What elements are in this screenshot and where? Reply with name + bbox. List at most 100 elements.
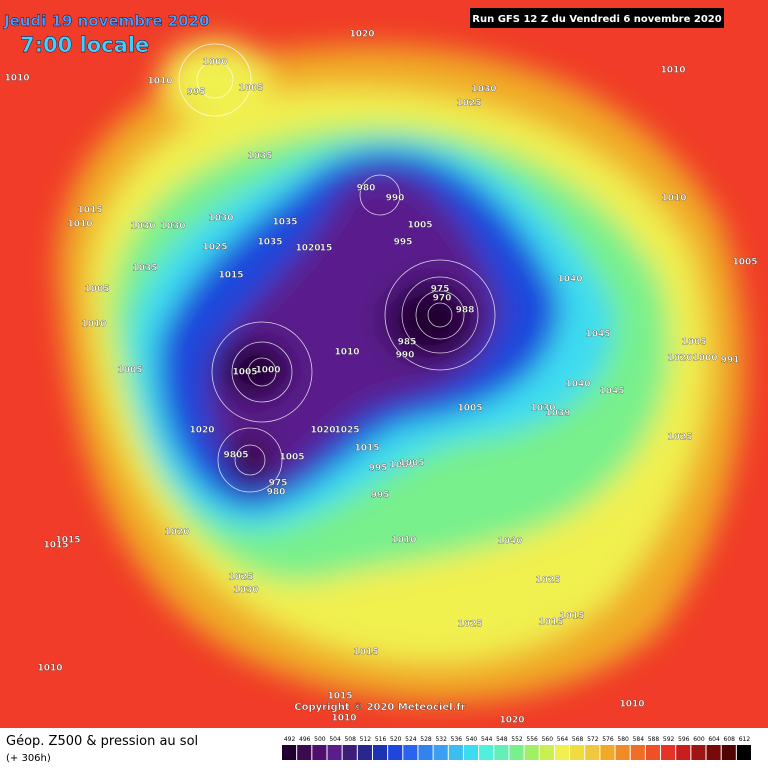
color-swatch <box>282 745 297 760</box>
isobar-label: 1015 <box>538 618 563 628</box>
color-swatch <box>509 745 524 760</box>
copyright: Copyright © 2020 Meteociel.fr <box>294 702 465 713</box>
scale-label: 536 <box>451 736 463 743</box>
isobar-label: 1010 <box>37 664 62 674</box>
color-swatch <box>706 745 721 760</box>
scale-label: 532 <box>435 736 447 743</box>
color-scale: 492 496 500 504 508 512 516 520 524 528 532 536 540 5… <box>282 736 751 760</box>
isobar-label: 1030 <box>160 222 185 232</box>
isobar-label: 1010 <box>391 536 416 546</box>
isobar-label: 1000 <box>202 58 227 68</box>
scale-label: 596 <box>678 736 690 743</box>
isobar-label: 1035 <box>257 238 282 248</box>
isobar-label: 1039 <box>545 409 570 419</box>
scale-label: 556 <box>526 736 538 743</box>
isobar-label: 1020 <box>499 716 524 726</box>
isobar-label: 1010 <box>331 714 356 724</box>
scale-label: 584 <box>633 736 645 743</box>
scale-label: 528 <box>420 736 432 743</box>
isobar-label: 1010 <box>147 77 172 87</box>
isobar-label: 988 <box>456 306 475 316</box>
color-swatch <box>676 745 691 760</box>
isobar-label: 1015 <box>55 536 80 546</box>
scale-label: 604 <box>708 736 720 743</box>
isobar-label: 9805 <box>223 451 248 461</box>
isobar-label: 1010 <box>660 66 685 76</box>
scale-label: 520 <box>390 736 402 743</box>
isobar-label: 1015 <box>353 648 378 658</box>
scale-label: 612 <box>739 736 751 743</box>
isobar-label: 970 <box>433 294 452 304</box>
isobar-label: 1020 <box>667 354 692 364</box>
isobars <box>178 43 496 493</box>
color-swatch <box>539 745 554 760</box>
isobar-label: 1015 <box>43 541 68 551</box>
scale-label: 540 <box>466 736 478 743</box>
isobar-label: 980 <box>357 184 376 194</box>
scale-label: 576 <box>602 736 614 743</box>
isobar-label: 1025 <box>667 433 692 443</box>
color-swatch <box>600 745 615 760</box>
isobar-label: 1045 <box>585 330 610 340</box>
isobar-label: 1030 <box>471 85 496 95</box>
color-swatch <box>585 745 600 760</box>
time: 7:00 locale <box>20 33 149 57</box>
scale-label: 544 <box>481 736 493 743</box>
isobar-label: 1015 <box>559 612 584 622</box>
color-swatch <box>661 745 676 760</box>
scale-label: 560 <box>542 736 554 743</box>
isobar-label: 1015 <box>354 444 379 454</box>
isobar-label: 1005 <box>732 258 757 268</box>
color-swatch <box>297 745 312 760</box>
color-swatch <box>403 745 418 760</box>
isobar-label: 1035 <box>247 152 272 162</box>
scale-label: 572 <box>587 736 599 743</box>
isobar-label: 1045 <box>599 387 624 397</box>
color-swatch <box>327 745 342 760</box>
color-swatch <box>433 745 448 760</box>
color-swatch <box>645 745 661 760</box>
color-swatch <box>691 745 706 760</box>
isobar-label: 1020 <box>295 244 320 254</box>
isobar-label: 991 <box>721 356 740 366</box>
isobar-label: 1010 <box>67 220 92 230</box>
isobar-label: 1010 <box>619 700 644 710</box>
isobar-labels: 1020 1010 1010 1000 995 1005 1030 1025 1010 1035 9… <box>4 29 757 726</box>
isobar-label: 1015 <box>77 206 102 216</box>
isobar-label: 1020 <box>310 426 335 436</box>
isobar-label: 995 <box>371 491 390 501</box>
scale-label: 500 <box>314 736 326 743</box>
geopotential-field <box>0 0 768 728</box>
color-swatch <box>524 745 539 760</box>
color-swatch <box>312 745 327 760</box>
isobar-label: 1030 <box>130 222 155 232</box>
isobar-label: 1025 <box>456 99 481 109</box>
isobar-label: 1010 <box>81 320 106 330</box>
color-swatch <box>554 745 570 760</box>
isobar-label: 1020 <box>189 426 214 436</box>
isobar-label: 1015 <box>218 271 243 281</box>
isobar-label: 15 <box>320 244 333 254</box>
scale-label: 524 <box>405 736 417 743</box>
isobar-label: 980 <box>267 488 286 498</box>
isobar-label: 1020 <box>349 30 374 40</box>
scale-label: 608 <box>724 736 736 743</box>
isobar-label: 975 <box>269 479 288 489</box>
color-swatch <box>418 745 433 760</box>
run: Run GFS 12 Z du Vendredi 6 novembre 2020 <box>472 14 721 25</box>
isobar-label: 985 <box>398 338 417 348</box>
isobar-label: 1040 <box>497 537 522 547</box>
scale-label: 548 <box>496 736 508 743</box>
run-box <box>470 8 724 28</box>
isobar-label: 1030 <box>208 214 233 224</box>
isobar-label: 1005 <box>238 84 263 94</box>
isobar-label: 1025 <box>535 576 560 586</box>
color-swatch <box>494 745 509 760</box>
isobar-label: 1040 <box>565 380 590 390</box>
isobar-label: 1005 <box>84 285 109 295</box>
isobar-label: 1025 <box>334 426 359 436</box>
isobar-label: 990 <box>396 351 415 361</box>
color-swatch <box>630 745 645 760</box>
